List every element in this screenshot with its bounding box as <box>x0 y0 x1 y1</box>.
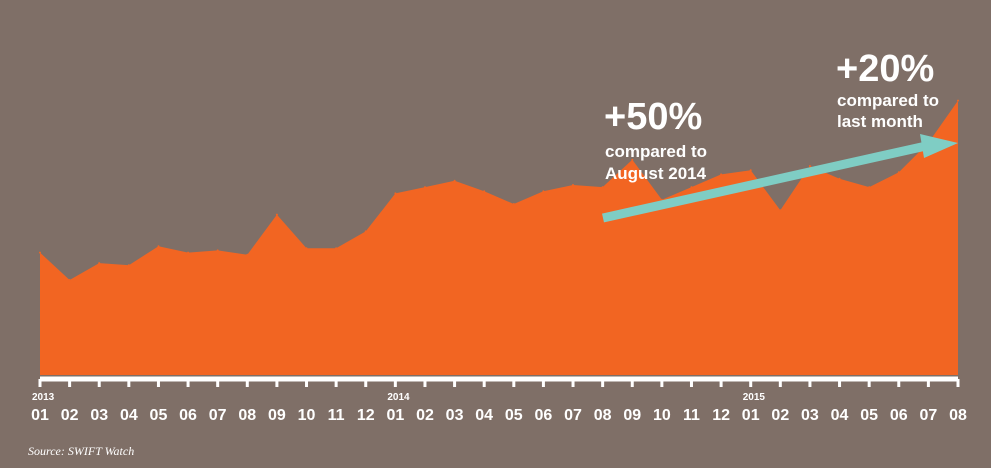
area-series <box>40 100 958 375</box>
data-point <box>542 190 545 193</box>
x-tick-label: 01 <box>31 407 49 424</box>
data-point <box>364 230 367 233</box>
x-tick-label: 04 <box>475 407 493 424</box>
annotation-august-2014: +50% compared to August 2014 <box>604 96 707 183</box>
x-tick-label: 12 <box>712 407 730 424</box>
data-point <box>779 209 782 212</box>
data-point <box>216 249 219 252</box>
data-point <box>187 251 190 254</box>
x-tick-label: 01 <box>386 407 404 424</box>
x-tick-label: 02 <box>416 407 434 424</box>
year-label: 2014 <box>387 392 410 403</box>
source-note: Source: SWIFT Watch <box>28 444 135 458</box>
x-tick-label: 04 <box>120 407 138 424</box>
annotation-line-1: compared to <box>837 91 939 110</box>
x-tick-label: 05 <box>150 407 168 424</box>
x-tick-label: 03 <box>90 407 108 424</box>
annotation-value: +50% <box>604 96 702 138</box>
x-tick-label: 09 <box>268 407 286 424</box>
data-point <box>483 190 486 193</box>
data-point <box>98 262 101 265</box>
x-tick-label: 02 <box>61 407 79 424</box>
x-tick-label: 02 <box>771 407 789 424</box>
x-tick-label: 05 <box>860 407 878 424</box>
x-tick-label: 01 <box>742 407 760 424</box>
x-tick-label: 11 <box>328 407 345 424</box>
trend-arrow-line <box>602 141 927 223</box>
data-point <box>335 247 338 250</box>
data-point <box>453 179 456 182</box>
data-point <box>690 186 693 189</box>
data-point <box>127 264 130 267</box>
data-point <box>749 169 752 172</box>
x-tick-label: 07 <box>209 407 227 424</box>
x-tick-label: 11 <box>683 407 700 424</box>
data-point <box>808 165 811 167</box>
data-point <box>424 186 426 189</box>
x-tick-label: 08 <box>238 407 256 424</box>
x-tick-label: 07 <box>564 407 582 424</box>
data-point <box>246 253 249 256</box>
annotation-line-2: August 2014 <box>605 164 707 183</box>
data-point <box>957 99 959 102</box>
x-tick-label: 07 <box>919 407 937 424</box>
x-axis: 01 02 03 04 05 06 07 08 09 10 11 12 01 02 03 04 05 06 07 08… <box>31 376 967 424</box>
x-tick-label: 08 <box>594 407 612 424</box>
x-tick-label: 06 <box>890 407 908 424</box>
annotation-line-1: compared to <box>605 142 707 161</box>
data-point <box>868 186 871 189</box>
x-tick-label: 10 <box>653 407 671 424</box>
data-point <box>305 247 308 250</box>
data-point <box>838 177 841 180</box>
data-point <box>39 251 41 254</box>
data-point <box>897 171 900 174</box>
data-point <box>394 192 397 195</box>
x-tick-label: 06 <box>179 407 197 424</box>
x-tick-label: 10 <box>298 407 316 424</box>
trend-arrow-head <box>920 134 958 158</box>
annotation-value: +20% <box>836 48 934 90</box>
x-tick-label: 06 <box>535 407 553 424</box>
annotation-last-month: +20% compared to last month <box>836 48 939 131</box>
x-tick-label: 03 <box>801 407 819 424</box>
x-tick-label: 08 <box>949 407 967 424</box>
year-label: 2015 <box>743 392 766 403</box>
trend-arrow <box>602 134 958 223</box>
x-tick-label: 04 <box>831 407 849 424</box>
data-point <box>631 158 634 161</box>
data-point <box>720 173 723 176</box>
x-tick-label: 03 <box>446 407 464 424</box>
x-tick-label: 09 <box>623 407 641 424</box>
area-layer <box>39 99 959 375</box>
data-point <box>572 184 574 186</box>
x-tick-label: 12 <box>357 407 375 424</box>
data-point <box>512 203 515 205</box>
data-point <box>601 186 604 189</box>
annotation-line-2: last month <box>837 112 923 131</box>
x-tick-label: 05 <box>505 407 523 424</box>
data-point <box>157 245 160 248</box>
data-point <box>275 213 278 216</box>
year-label: 2013 <box>32 392 55 403</box>
data-point <box>68 279 71 281</box>
